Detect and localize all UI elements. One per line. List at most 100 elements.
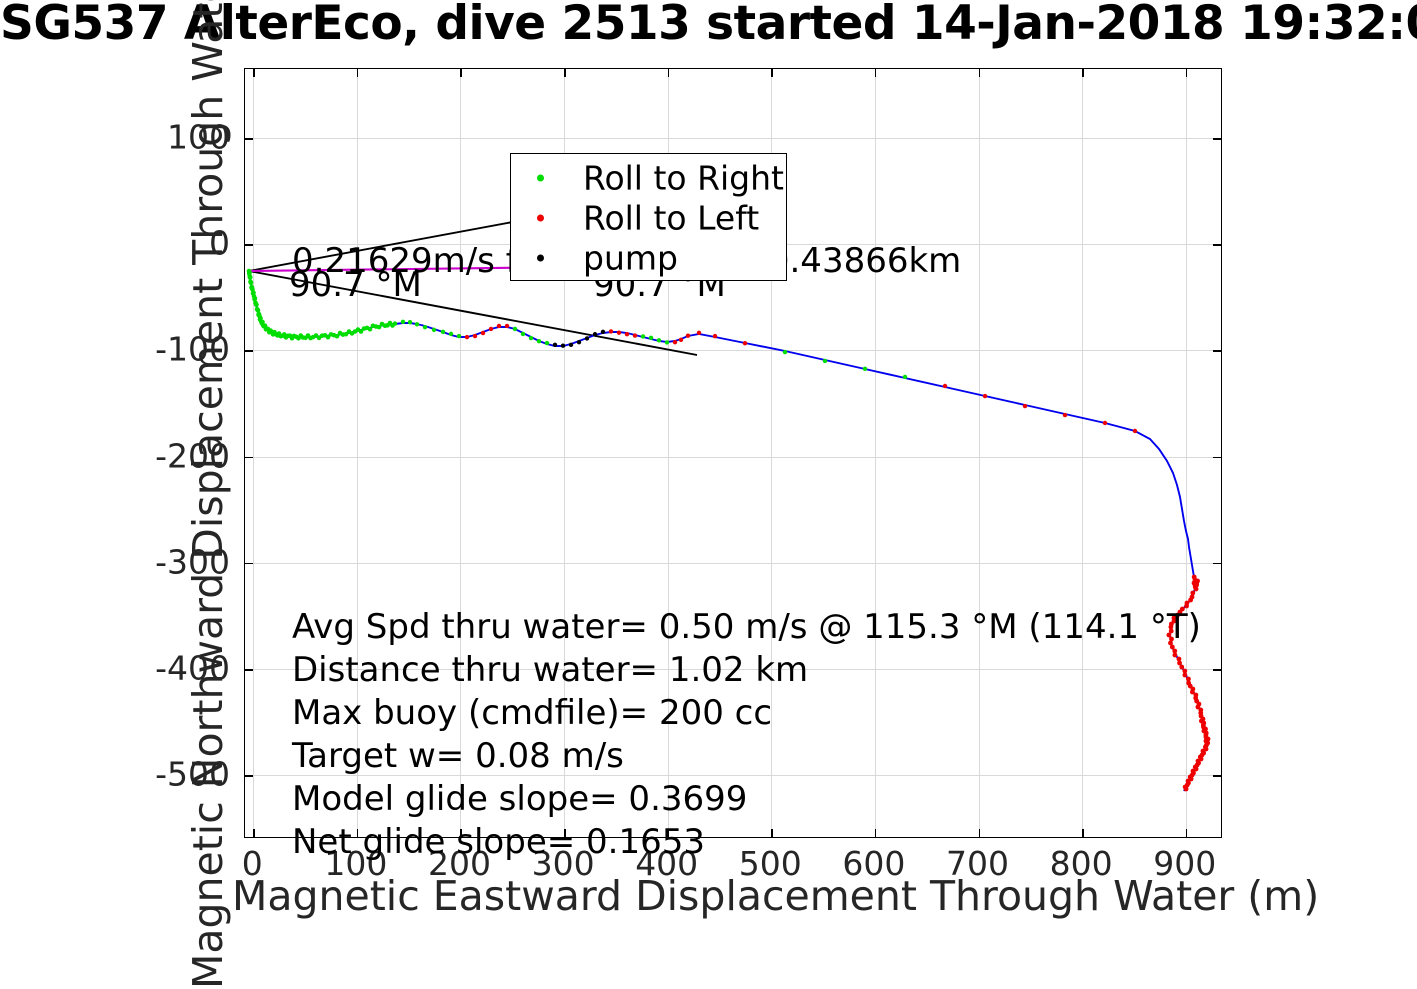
track-marker-dot (600, 329, 606, 335)
track-marker-dot (440, 329, 446, 334)
legend-item-roll-right[interactable]: Roll to Right (511, 158, 786, 198)
x-tick-mark (667, 68, 670, 77)
x-tick-label: 0 (241, 844, 263, 883)
y-tick-label: -300 (155, 542, 230, 582)
track-marker-dot (247, 270, 252, 275)
track-marker-dot (1177, 660, 1182, 666)
track-plot-svg (246, 186, 1211, 792)
track-marker-dot (251, 290, 256, 296)
y-tick-label: -400 (155, 648, 230, 688)
track-marker-dot (742, 341, 748, 346)
track-marker-dot (488, 326, 494, 332)
y-tick-label: 100 (167, 117, 230, 157)
x-tick-mark (1185, 829, 1188, 838)
y-tick-mark (1213, 562, 1222, 565)
x-tick-mark (564, 829, 566, 838)
track-marker-dot (431, 327, 437, 333)
y-tick-mark (244, 669, 253, 671)
track-marker-dot (902, 374, 908, 380)
track-marker-dot (862, 366, 868, 372)
track-marker-dot (1190, 689, 1195, 695)
y-tick-mark (244, 456, 253, 459)
x-tick-label: 900 (1153, 844, 1217, 883)
gridline-vertical (874, 69, 876, 837)
gridline-vertical (771, 69, 773, 837)
track-marker-dot (358, 329, 364, 334)
track-marker-dot (480, 330, 486, 336)
track-marker-dot (392, 321, 398, 326)
track-marker-dot (552, 342, 558, 348)
gridline-vertical (253, 69, 255, 837)
track-marker-dot (822, 358, 828, 364)
track-marker-dot (407, 320, 413, 325)
legend-marker-icon (537, 254, 544, 262)
track-marker-dot (422, 324, 428, 330)
track-marker-dot (1184, 603, 1189, 609)
x-tick-mark (771, 829, 773, 838)
track-marker-dot (1183, 786, 1189, 792)
track-marker-dot (1062, 412, 1068, 418)
y-tick-mark (244, 350, 253, 353)
track-marker-dot (464, 334, 470, 340)
track-marker-dot (1168, 624, 1174, 630)
legend-label: pump (583, 238, 678, 278)
track-markers (246, 268, 1211, 792)
track-marker-dot (252, 296, 258, 301)
track-marker-dot (1195, 578, 1200, 584)
track-marker-dot (584, 336, 590, 341)
track-marker-dot (1195, 704, 1201, 710)
y-tick-mark (244, 775, 253, 777)
legend-item-roll-left[interactable]: Roll to Left (511, 198, 786, 238)
stat-line: Distance thru water= 1.02 km (292, 650, 809, 690)
track-marker-dot (712, 333, 718, 339)
x-tick-label: 800 (1049, 844, 1113, 883)
legend-item-pump[interactable]: pump (511, 238, 786, 278)
x-tick-mark (978, 68, 981, 77)
track-marker-dot (1175, 612, 1181, 618)
heading-label-left: 90.7 °M (289, 265, 422, 305)
track-marker-dot (1190, 590, 1196, 596)
track-marker-dot (592, 332, 598, 337)
track-marker-dot (678, 337, 684, 342)
track-marker-dot (1169, 644, 1175, 650)
track-marker-dot (782, 349, 788, 355)
track-marker-dot (376, 324, 382, 330)
stat-line: Target w= 0.08 m/s (292, 736, 624, 776)
gridline-vertical (1185, 69, 1187, 837)
y-tick-mark (1213, 244, 1222, 246)
track-marker-dot (942, 383, 948, 389)
track-marker-dot (982, 393, 988, 399)
y-tick-label: -500 (155, 754, 230, 794)
x-tick-mark (1185, 68, 1188, 77)
gridline-horizontal (245, 562, 1221, 564)
gridline-horizontal (245, 669, 1221, 671)
track-marker-dot (1186, 676, 1191, 682)
plot-area[interactable]: 0.21629m/s for0.56336hr =0.43866km 90.7 … (244, 68, 1222, 862)
track-marker-dot (456, 333, 462, 339)
track-marker-dot (568, 342, 574, 348)
track-marker-dot (616, 330, 622, 335)
x-tick-mark (1082, 68, 1084, 77)
legend[interactable]: Roll to Right Roll to Left pump (510, 153, 787, 281)
y-tick-mark (1213, 669, 1222, 671)
legend-marker-icon (537, 174, 544, 182)
track-marker-dot (343, 331, 349, 337)
y-tick-label: -100 (155, 329, 230, 369)
y-tick-label: -200 (155, 436, 230, 476)
track-marker-dot (1168, 640, 1173, 646)
gridline-vertical (1082, 69, 1084, 837)
track-marker-dot (1192, 582, 1198, 588)
stat-line: Net glide slope= 0.1653 (292, 822, 705, 862)
track-marker-dot (472, 333, 478, 339)
stat-line: Max buoy (cmdfile)= 200 cc (292, 693, 773, 733)
track-marker-dot (1179, 664, 1185, 670)
track-marker-dot (325, 334, 331, 340)
track-marker-dot (1188, 597, 1194, 603)
track-marker-dot (414, 322, 420, 327)
x-tick-mark (356, 829, 359, 838)
track-marker-dot (367, 326, 373, 332)
y-tick-mark (1213, 456, 1222, 459)
track-marker-dot (1166, 632, 1172, 638)
track-marker-dot (560, 343, 566, 348)
track-marker-dot (544, 340, 550, 346)
